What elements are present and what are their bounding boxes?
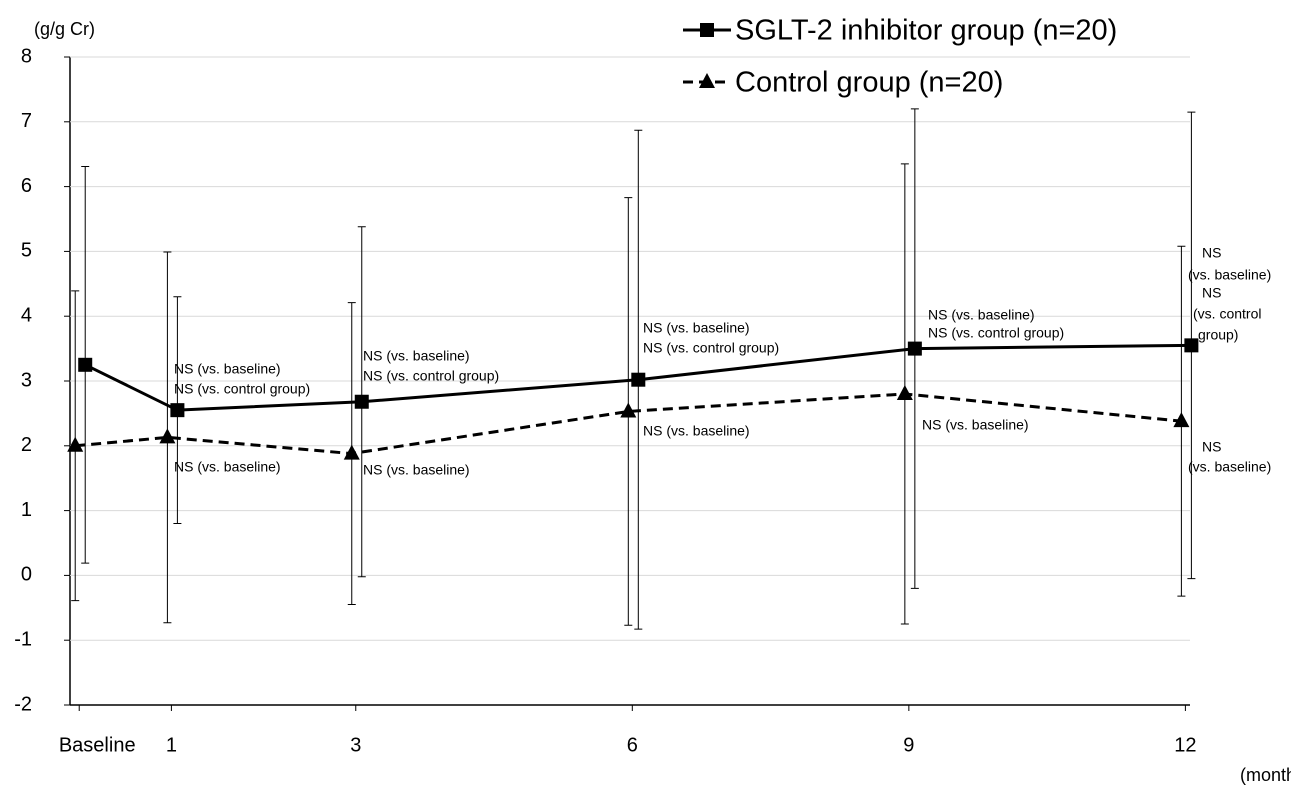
annotation: NS — [1202, 285, 1221, 301]
legend-marker — [699, 73, 715, 88]
marker — [78, 357, 93, 372]
y-tick-label: 0 — [21, 564, 32, 586]
y-tick-label: 6 — [21, 175, 32, 197]
annotation: NS — [1202, 245, 1221, 261]
annotation: (vs. control — [1193, 306, 1261, 322]
annotation: NS (vs. baseline) — [928, 307, 1035, 323]
marker — [354, 394, 369, 409]
legend-marker — [700, 23, 714, 37]
marker — [896, 384, 913, 400]
y-axis-label: (g/g Cr) — [34, 19, 95, 39]
marker — [907, 341, 922, 356]
y-tick-label: 7 — [21, 110, 32, 132]
marker — [620, 402, 637, 418]
legend-label: Control group (n=20) — [735, 67, 1003, 99]
annotation: (vs. baseline) — [1188, 267, 1271, 283]
series-line — [84, 343, 1192, 412]
annotation: NS (vs. baseline) — [174, 459, 281, 475]
annotation: group) — [1198, 327, 1238, 343]
annotation: NS (vs. baseline) — [643, 423, 750, 439]
x-tick-label: 9 — [903, 734, 914, 756]
marker — [1173, 412, 1190, 428]
series-line — [75, 392, 1182, 456]
x-tick-label: 1 — [166, 734, 177, 756]
annotation: NS (vs. control group) — [928, 325, 1064, 341]
annotation: NS (vs. baseline) — [643, 320, 750, 336]
annotation: NS (vs. control group) — [174, 381, 310, 397]
marker — [1184, 338, 1199, 353]
annotation: NS (vs. control group) — [643, 340, 779, 356]
marker — [631, 372, 646, 387]
annotation: NS (vs. baseline) — [363, 348, 470, 364]
y-tick-label: 2 — [21, 434, 32, 456]
annotation: NS (vs. control group) — [363, 368, 499, 384]
y-tick-label: 1 — [21, 499, 32, 521]
annotation: NS — [1202, 439, 1221, 455]
x-tick-label: 12 — [1174, 734, 1196, 756]
annotation: (vs. baseline) — [1188, 459, 1271, 475]
annotation: NS (vs. baseline) — [363, 462, 470, 478]
x-tick-label: 3 — [350, 734, 361, 756]
y-tick-label: 8 — [21, 45, 32, 67]
marker — [170, 403, 185, 418]
x-tick-label: Baseline — [59, 734, 136, 756]
x-tick-label: 6 — [627, 734, 638, 756]
x-axis-label: (months) — [1240, 765, 1291, 785]
y-tick-label: 3 — [21, 369, 32, 391]
y-tick-label: 5 — [21, 240, 32, 262]
marker — [159, 428, 176, 444]
annotation: NS (vs. baseline) — [174, 361, 281, 377]
y-tick-label: -2 — [14, 693, 32, 715]
y-tick-label: -1 — [14, 628, 32, 650]
marker — [67, 436, 84, 452]
legend-label: SGLT-2 inhibitor group (n=20) — [735, 15, 1117, 47]
marker — [343, 444, 360, 460]
y-tick-label: 4 — [21, 304, 32, 326]
annotation: NS (vs. baseline) — [922, 417, 1029, 433]
